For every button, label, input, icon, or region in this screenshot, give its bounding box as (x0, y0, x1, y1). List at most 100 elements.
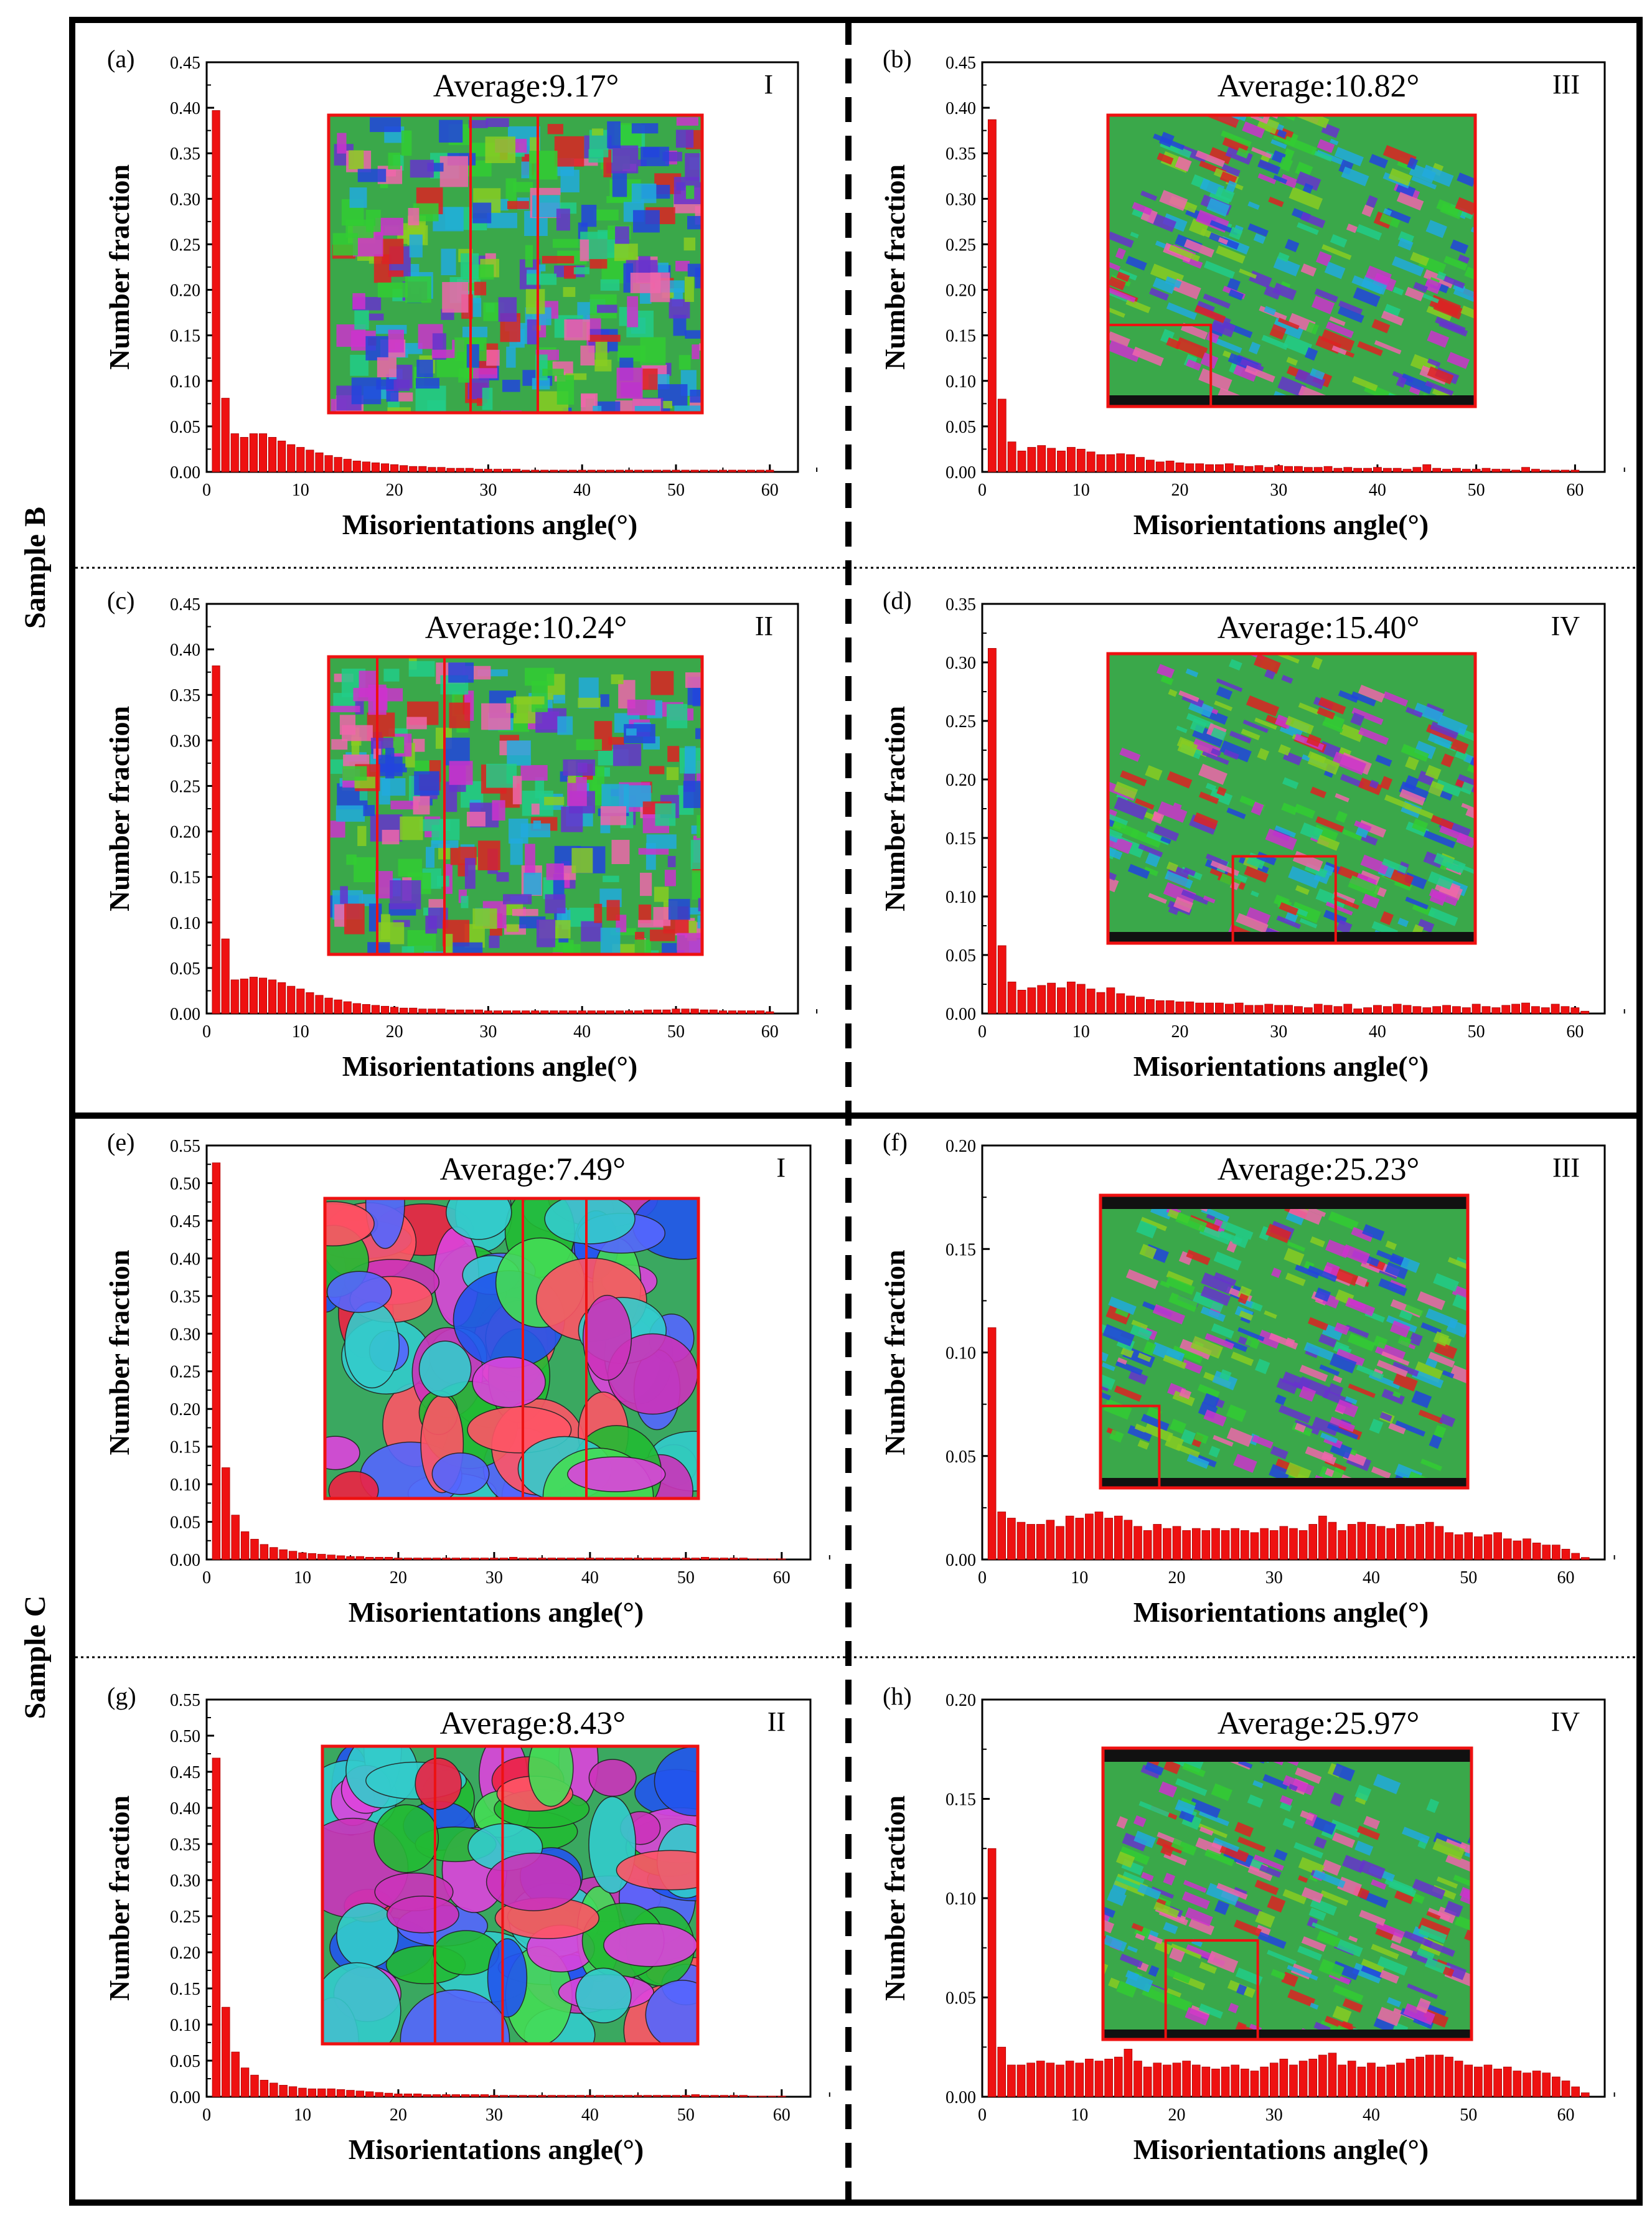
x-tick-label: 10 (1072, 481, 1090, 500)
bar (432, 2094, 441, 2097)
bar (1481, 468, 1491, 473)
x-tick-label: 40 (1363, 2105, 1380, 2125)
y-tick-label: 0.05 (170, 959, 200, 979)
bar (451, 1558, 461, 1560)
y-tick-label: 0.25 (170, 235, 200, 255)
bar (1367, 2063, 1376, 2097)
bar (1541, 469, 1550, 473)
x-tick-label: 0 (202, 2105, 211, 2125)
panel-label: (f) (883, 1128, 908, 1156)
bar (1172, 1526, 1181, 1560)
bar (461, 2094, 470, 2097)
bar (307, 2088, 317, 2097)
inset-frame (1101, 1746, 1473, 2041)
bar (306, 449, 314, 473)
y-tick-label: 0.20 (946, 1691, 976, 1710)
bar (268, 437, 277, 473)
y-tick-label: 0.15 (170, 327, 200, 346)
bar (568, 469, 577, 473)
bar (997, 945, 1007, 1014)
x-tick-label: 20 (1168, 1568, 1186, 1588)
bar (1182, 2061, 1191, 2097)
bar (690, 469, 699, 473)
y-tick-label: 0.00 (946, 1005, 976, 1024)
bar (550, 1010, 558, 1014)
region-label: II (767, 1706, 786, 1737)
bar (1046, 2063, 1055, 2097)
bar (681, 469, 690, 473)
bar (1172, 2063, 1181, 2097)
bar (747, 1010, 756, 1014)
bar (739, 1558, 748, 1560)
bar (1085, 2058, 1094, 2097)
bar (1017, 450, 1026, 473)
y-axis-label: Number fraction (879, 1249, 911, 1455)
bar (624, 469, 634, 473)
bar (1075, 2063, 1084, 2097)
bar (343, 459, 352, 473)
bar (499, 1558, 509, 1560)
x-tick-label: 20 (390, 1568, 407, 1588)
bar (1462, 469, 1471, 473)
bar (1580, 1557, 1590, 1560)
x-tick-label: 10 (294, 2105, 311, 2125)
bar (1279, 1526, 1288, 1560)
bar (586, 2095, 594, 2097)
bar (270, 1547, 278, 1560)
bar (1415, 1524, 1424, 1560)
bar (634, 2095, 642, 2097)
bar (1205, 1002, 1214, 1014)
average-label: Average:25.97° (1218, 1706, 1420, 1741)
bar (279, 1549, 288, 1560)
x-tick-label: 20 (1171, 1022, 1188, 1042)
x-tick-label: 60 (761, 1022, 779, 1042)
y-tick-label: 0.55 (170, 1691, 200, 1710)
bar (1338, 1530, 1346, 1560)
bar (1201, 1530, 1211, 1560)
bar (1066, 447, 1076, 473)
bar (1373, 1005, 1382, 1014)
y-tick-label: 0.00 (946, 1551, 976, 1570)
bar (1155, 1000, 1165, 1014)
bar (249, 977, 258, 1014)
x-axis-label: Misorientations angle(°) (349, 2133, 644, 2165)
y-tick-label: 0.30 (170, 1325, 200, 1344)
bar (1523, 2072, 1531, 2097)
bar (1224, 463, 1234, 473)
bar (365, 2091, 374, 2097)
bar (418, 466, 427, 473)
bar (1402, 469, 1412, 473)
x-tick-label: 0 (202, 1022, 211, 1042)
bar (268, 979, 277, 1014)
bar (710, 1558, 719, 1560)
y-axis-label: Number fraction (103, 1249, 135, 1455)
bar (1442, 469, 1451, 473)
y-tick-label: 0.05 (170, 418, 200, 437)
bar (212, 110, 220, 473)
x-tick-label: 50 (677, 2105, 695, 2125)
bar (1303, 467, 1313, 473)
bar (1104, 1518, 1113, 1560)
bar (672, 469, 680, 473)
bar (390, 464, 399, 473)
y-tick-label: 0.15 (170, 1438, 200, 1457)
bar (1026, 1524, 1035, 1560)
y-tick-label: 0.20 (170, 1400, 200, 1419)
panel-label: (a) (107, 45, 134, 73)
average-label: Average:15.40° (1218, 610, 1420, 646)
bar (343, 1001, 352, 1014)
bar (480, 1558, 489, 1560)
x-tick-label: 40 (581, 2105, 599, 2125)
ebsd-map-image (322, 1746, 698, 2044)
x-tick-label: 30 (1270, 1022, 1287, 1042)
bar (1153, 1524, 1162, 1560)
average-label: Average:10.82° (1218, 68, 1420, 104)
bar (446, 468, 455, 473)
bar (288, 1551, 298, 1560)
y-axis-label: Number fraction (103, 1795, 135, 2001)
bar (1047, 982, 1056, 1014)
bar (1221, 1530, 1230, 1560)
x-tick-label: 10 (1071, 1568, 1088, 1588)
x-tick-label: 60 (1557, 2105, 1575, 2125)
bar (1560, 469, 1570, 473)
